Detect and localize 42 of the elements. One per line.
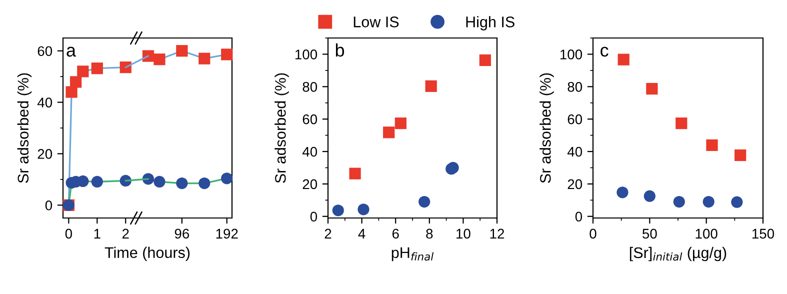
y-tick-label: 100	[560, 50, 582, 60]
x-tick-label: 8	[426, 228, 433, 239]
y-tick-label: 40	[37, 98, 52, 108]
x-tick-label: 12	[490, 228, 504, 238]
y-tick-label: 80	[302, 82, 318, 92]
x-tick-label: 4	[358, 228, 366, 238]
annotation: a	[66, 46, 76, 57]
y-tick-label: 0	[575, 212, 582, 222]
y-tick-label: 60	[302, 114, 318, 124]
x-tick-label: 100	[696, 228, 718, 239]
y-axis-title: Sr adsorbed (%)	[274, 73, 289, 183]
x-axis-title: [Sr]$_{initial}$ (µg/g)	[630, 246, 726, 262]
y-tick-label: 100	[295, 50, 318, 60]
x-tick-label: 2	[122, 228, 129, 238]
y-axis-title: Sr adsorbed (%)	[540, 73, 554, 183]
y-tick-label: 20	[568, 179, 582, 190]
x-tick-label: 96	[174, 228, 190, 239]
x-tick-label: 6	[392, 228, 399, 239]
x-tick-label: 150	[752, 228, 774, 239]
x-tick-label: 192	[216, 228, 238, 239]
annotation: c	[600, 46, 608, 57]
x-tick-label: 0	[65, 228, 72, 239]
y-tick-label: 40	[302, 146, 318, 157]
x-tick-label: 2	[324, 228, 332, 238]
legend-label: Low IS	[354, 16, 399, 28]
x-tick-label: 0	[590, 228, 596, 239]
y-tick-label: 0	[310, 212, 318, 222]
y-tick-label: 80	[568, 82, 582, 92]
legend-label: High IS	[466, 16, 514, 30]
x-tick-label: 50	[642, 228, 657, 239]
x-axis-title: Time (hours)	[104, 246, 190, 262]
y-tick-label: 20	[38, 149, 52, 159]
y-tick-label: 60	[38, 46, 52, 56]
y-tick-label: 20	[302, 179, 318, 190]
y-tick-label: 60	[568, 114, 582, 124]
x-tick-label: 1	[94, 228, 100, 238]
annotation: b	[336, 43, 344, 57]
y-tick-label: 40	[567, 146, 582, 157]
y-tick-label: 0	[45, 200, 52, 210]
y-axis-title: Sr adsorbed (%)	[17, 73, 32, 183]
x-tick-label: 10	[456, 228, 470, 239]
x-axis-title: pH$_{final}$	[392, 247, 434, 262]
